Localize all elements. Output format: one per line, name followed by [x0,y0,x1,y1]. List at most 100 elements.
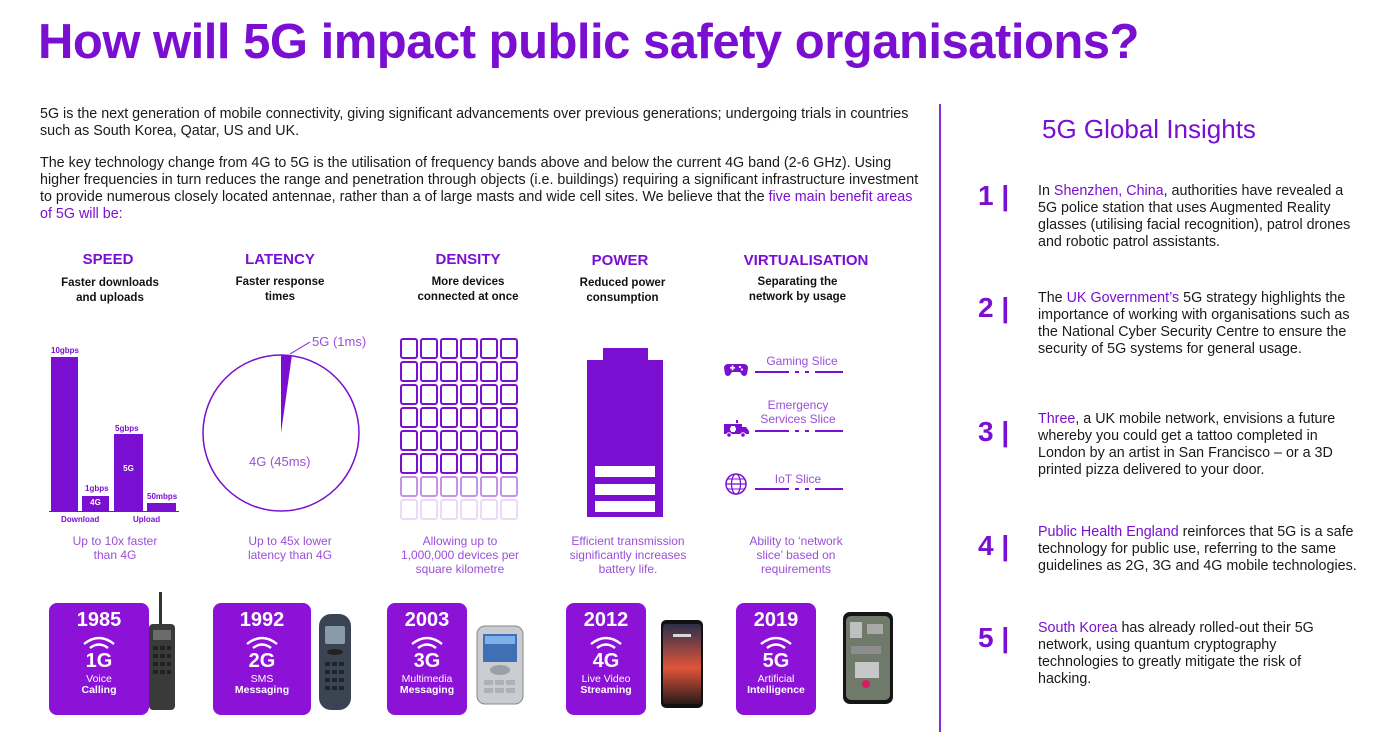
insight-highlight: UK Government’s [1066,290,1180,306]
benefit-head-latency: LATENCY [245,251,315,268]
bar-upload-4g [147,503,176,511]
group-label-download: Download [61,515,100,524]
latency-label-5g: 5G (1ms) [312,334,367,349]
battery-level-bar [595,501,655,512]
device-square [400,338,418,359]
era-generation: 2G [248,650,276,672]
device-square [440,476,458,497]
bar-label-5g: 5G [123,464,134,473]
benefit-head-power: POWER [591,252,649,269]
era-year: 2012 [583,609,629,631]
intro-highlight: five main benefit areas of 5G will be: [40,189,913,222]
insight-number: 5 | [978,622,1010,653]
era-card-5g: 2019 5G Artificial Intelligence [736,603,816,715]
device-square [460,384,478,405]
insight-item: South Korea has already rolled-out their… [1038,620,1358,688]
globe-icon [725,473,747,495]
insight-item: Public Health England reinforces that 5G… [1038,524,1358,575]
benefit-foot-power: Efficient transmission significantly inc… [569,534,687,576]
device-square [480,407,498,428]
benefit-foot-speed: Up to 10x faster than 4G [72,534,158,562]
latency-leader-line [289,341,311,355]
device-square [460,407,478,428]
device-square [500,453,518,474]
device-square [440,499,458,520]
speed-axis [49,511,179,512]
device-square [480,499,498,520]
device-square [460,361,478,382]
multimedia-phone-image [476,625,524,705]
bar-upload-5g: 5G [114,434,143,511]
bar-download-4g: 4G [82,495,109,511]
ambulance-icon [724,420,749,438]
benefit-head-virtualisation: VIRTUALISATION [743,252,869,269]
era-label-line2: Messaging [399,684,455,696]
device-square [420,338,438,359]
era-card-3g: 2003 3G Multimedia Messaging [387,603,467,715]
device-square [420,453,438,474]
column-divider [939,104,941,732]
group-label-upload: Upload [133,515,161,524]
era-generation: 3G [413,650,441,672]
device-square [460,338,478,359]
era-generation: 5G [762,650,790,672]
modern-smartphone-image [843,612,893,704]
label-download-5g: 10gbps [51,346,80,355]
latency-slice-5g [281,355,292,433]
device-square [440,430,458,451]
era-label-line1: SMS [250,673,274,685]
device-square [460,499,478,520]
era-label-line1: Multimedia [401,673,453,685]
insight-number: 1 | [978,180,1010,211]
device-square [480,476,498,497]
device-square [440,338,458,359]
insight-highlight: Three [1038,411,1076,427]
label-upload-4g: 50mbps [147,492,178,501]
latency-pie [202,354,360,512]
benefit-sub-power: Reduced power consumption [579,277,666,304]
device-square [460,453,478,474]
feature-phone-image [319,614,351,710]
insight-text-pre: The [1038,290,1067,306]
device-square [420,476,438,497]
device-square [440,361,458,382]
era-label-line2: Messaging [234,684,290,696]
signal-icon [411,636,443,649]
device-square [500,476,518,497]
device-square [400,407,418,428]
insight-text-post: reinforces that 5G is a safe technology … [1038,524,1357,574]
density-grid [400,338,522,520]
benefit-foot-virtualisation: Ability to ‘network slice’ based on requ… [749,534,843,576]
era-year: 1985 [76,609,122,631]
device-square [500,338,518,359]
insight-item: In Shenzhen, China, authorities have rev… [1038,183,1358,251]
insight-text-post: , authorities have revealed a 5G police … [1038,183,1351,250]
benefit-head-speed: SPEED [82,251,134,268]
benefit-head-density: DENSITY [435,251,501,268]
device-square [400,361,418,382]
slice-line-iot [755,488,843,490]
smartphone-image [661,620,703,708]
page-title: How will 5G impact public safety organis… [38,15,1140,69]
bar-label-4g: 4G [90,497,101,507]
insight-number: 3 | [978,416,1010,447]
device-square [400,453,418,474]
insight-text-post: , a UK mobile network, envisions a futur… [1038,411,1336,478]
era-year: 2003 [404,609,450,631]
device-square [460,476,478,497]
battery-body [587,360,663,517]
era-label-line1: Artificial [757,673,795,685]
slice-line-gaming [755,371,843,373]
era-year: 1992 [239,609,285,631]
benefit-sub-virtualisation: Separating the network by usage [748,276,847,303]
era-year: 2019 [753,609,799,631]
era-card-4g: 2012 4G Live Video Streaming [566,603,646,715]
benefit-sub-latency: Faster response times [235,276,325,303]
brick-phone-image [149,592,175,710]
insight-text-pre: In [1038,183,1054,199]
device-square [440,407,458,428]
sidebar-title-part-a: 5G Global [1042,114,1160,144]
device-square [480,338,498,359]
sidebar-title: 5G Global Insights [1042,114,1256,145]
device-square [400,430,418,451]
